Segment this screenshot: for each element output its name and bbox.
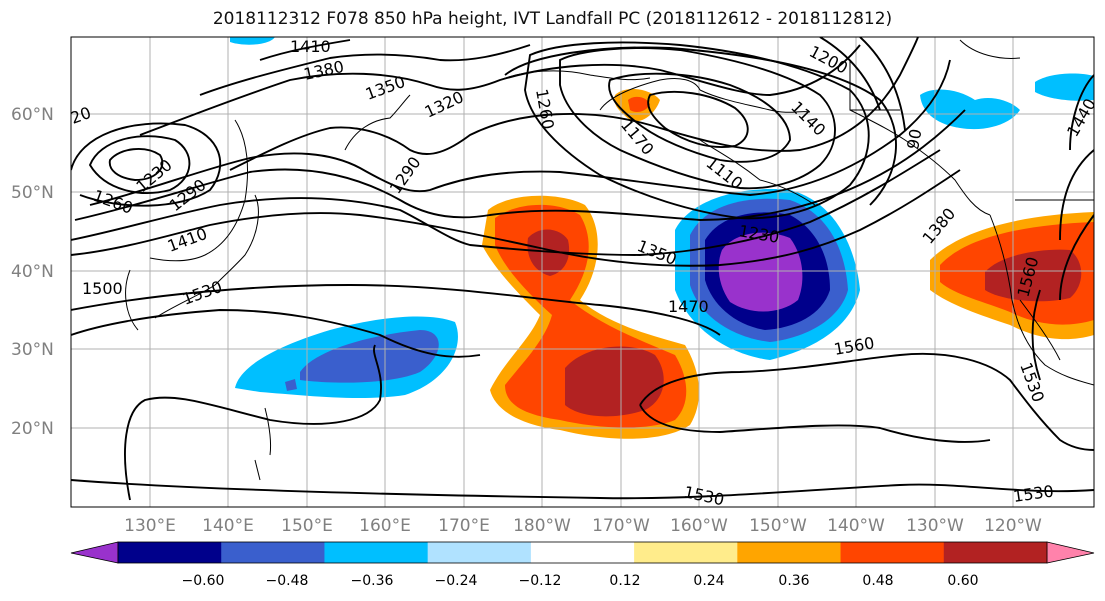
lon-label: 180°W — [513, 516, 571, 536]
colorbar-tick: 0.48 — [862, 573, 893, 589]
colorbar-segment — [943, 542, 1048, 563]
lon-label: 120°W — [984, 516, 1042, 536]
lon-label: 150°W — [749, 516, 807, 536]
contour-label: 1500 — [82, 279, 123, 298]
colorbar-outline — [117, 541, 1048, 564]
colorbar-segment — [324, 542, 429, 563]
lat-label: 50°N — [11, 183, 54, 203]
colorbar: −0.60 −0.48 −0.36 −0.24 −0.12 0.12 0.24 … — [70, 541, 1095, 589]
colorbar-segment — [840, 542, 945, 563]
colorbar-segment — [634, 542, 738, 563]
colorbar-tick: −0.36 — [351, 573, 394, 589]
contour-label: 1200 — [806, 42, 851, 78]
neg-anomaly-canada — [920, 89, 1020, 130]
lon-label: 160°E — [359, 516, 411, 536]
contour-label: 1260 — [532, 87, 558, 130]
colorbar-segment — [530, 542, 635, 563]
contour-label: 1530 — [1012, 481, 1055, 505]
lat-label: 40°N — [11, 262, 54, 282]
lon-label: 140°W — [827, 516, 885, 536]
colorbar-segment — [427, 542, 532, 563]
colorbar-segment — [737, 542, 842, 563]
lon-label: 130°W — [906, 516, 964, 536]
colorbar-tick: −0.48 — [266, 573, 309, 589]
colorbar-tick: −0.12 — [519, 573, 562, 589]
contour-label: 1560 — [832, 333, 875, 359]
neg-anomaly-west-small — [285, 379, 297, 391]
contour-label: 1380 — [302, 57, 346, 84]
contour-label: 1470 — [668, 297, 709, 316]
lon-label: 150°E — [281, 516, 333, 536]
neg-anomaly-east-core — [718, 232, 803, 312]
contour-label: 90 — [903, 127, 925, 150]
contour-label: 1410 — [290, 37, 331, 56]
pos-anomaly-mid-core-north — [527, 229, 570, 276]
pos-anomaly-wus-core — [985, 249, 1082, 302]
pos-anomaly-mid-core-south — [565, 346, 664, 417]
colorbar-tick: 0.24 — [693, 573, 724, 589]
contour-label: 1320 — [422, 87, 467, 121]
lon-label: 170°E — [438, 516, 490, 536]
colorbar-tick: 0.36 — [778, 573, 809, 589]
latitude-labels: 60°N 50°N 40°N 30°N 20°N — [11, 105, 54, 439]
lat-label: 20°N — [11, 419, 54, 439]
colorbar-segment — [118, 542, 222, 563]
contour-label: 1380 — [919, 204, 960, 247]
neg-anomaly-west-core — [300, 330, 439, 383]
colorbar-tick: 0.12 — [609, 573, 640, 589]
lon-label: 130°E — [124, 516, 176, 536]
colorbar-tick: −0.24 — [435, 573, 478, 589]
pos-anomaly-kamchatka-core — [628, 96, 650, 113]
coastlines — [125, 39, 1094, 481]
longitude-labels: 130°E 140°E 150°E 160°E 170°E 180°W 170°… — [124, 516, 1042, 536]
contour-label: 1140 — [787, 97, 829, 139]
contour-label: 1530 — [180, 277, 225, 309]
colorbar-extend-low — [70, 541, 119, 564]
neg-anomaly-arctic — [230, 37, 275, 45]
contour-label: 1530 — [1016, 360, 1048, 405]
ivt-shading — [230, 37, 1094, 439]
contour-label: 20 — [68, 103, 94, 128]
neg-anomaly-canada-2 — [1035, 73, 1094, 101]
lon-label: 170°W — [592, 516, 650, 536]
colorbar-segment — [221, 542, 325, 563]
lon-label: 140°E — [202, 516, 254, 536]
contour-label: 1530 — [682, 482, 726, 509]
height-contours — [71, 37, 1094, 501]
map-frame — [70, 36, 1095, 508]
colorbar-tick: 0.60 — [947, 573, 978, 589]
lat-label: 60°N — [11, 105, 54, 125]
lon-label: 160°W — [670, 516, 728, 536]
colorbar-tick: −0.60 — [182, 573, 225, 589]
colorbar-extend-high — [1046, 541, 1095, 564]
contour-label: 1410 — [165, 224, 210, 256]
lat-label: 30°N — [11, 340, 54, 360]
map-title: 2018112312 F078 850 hPa height, IVT Land… — [212, 9, 893, 29]
